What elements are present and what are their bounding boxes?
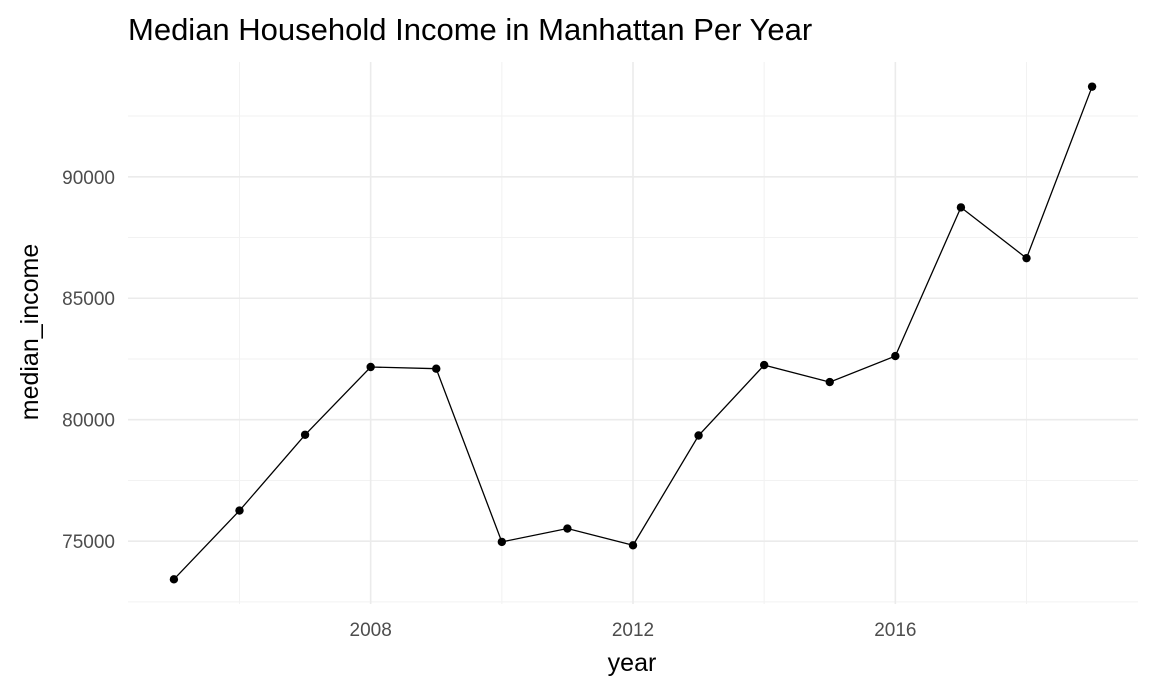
y-tick-label: 90000 xyxy=(62,168,115,189)
data-point xyxy=(1022,253,1031,263)
data-point xyxy=(366,362,375,372)
x-axis-title: year xyxy=(608,649,657,677)
grid xyxy=(128,62,1138,604)
data-point xyxy=(235,506,244,515)
x-tick-label: 2016 xyxy=(874,620,916,641)
data-point xyxy=(759,360,769,370)
data-point xyxy=(1087,82,1097,91)
series-points xyxy=(169,82,1097,584)
data-point xyxy=(628,541,638,550)
y-tick-label: 85000 xyxy=(62,289,115,310)
x-axis-ticks: 2008 2012 2016 xyxy=(350,620,917,641)
data-point xyxy=(300,430,310,439)
data-point xyxy=(432,364,441,373)
x-tick-label: 2012 xyxy=(612,620,654,641)
x-tick-label: 2008 xyxy=(350,620,392,641)
data-point xyxy=(825,377,834,387)
data-point xyxy=(169,575,179,584)
data-point xyxy=(563,524,572,533)
data-point xyxy=(497,537,507,547)
y-axis-ticks: 75000 80000 85000 90000 xyxy=(62,168,115,553)
y-tick-label: 80000 xyxy=(62,411,115,432)
data-point xyxy=(694,431,703,440)
y-tick-label: 75000 xyxy=(62,532,115,553)
data-point xyxy=(956,203,966,212)
data-point xyxy=(891,351,900,361)
chart-title: Median Household Income in Manhattan Per… xyxy=(128,12,812,47)
y-axis-title: median_income xyxy=(16,244,44,421)
